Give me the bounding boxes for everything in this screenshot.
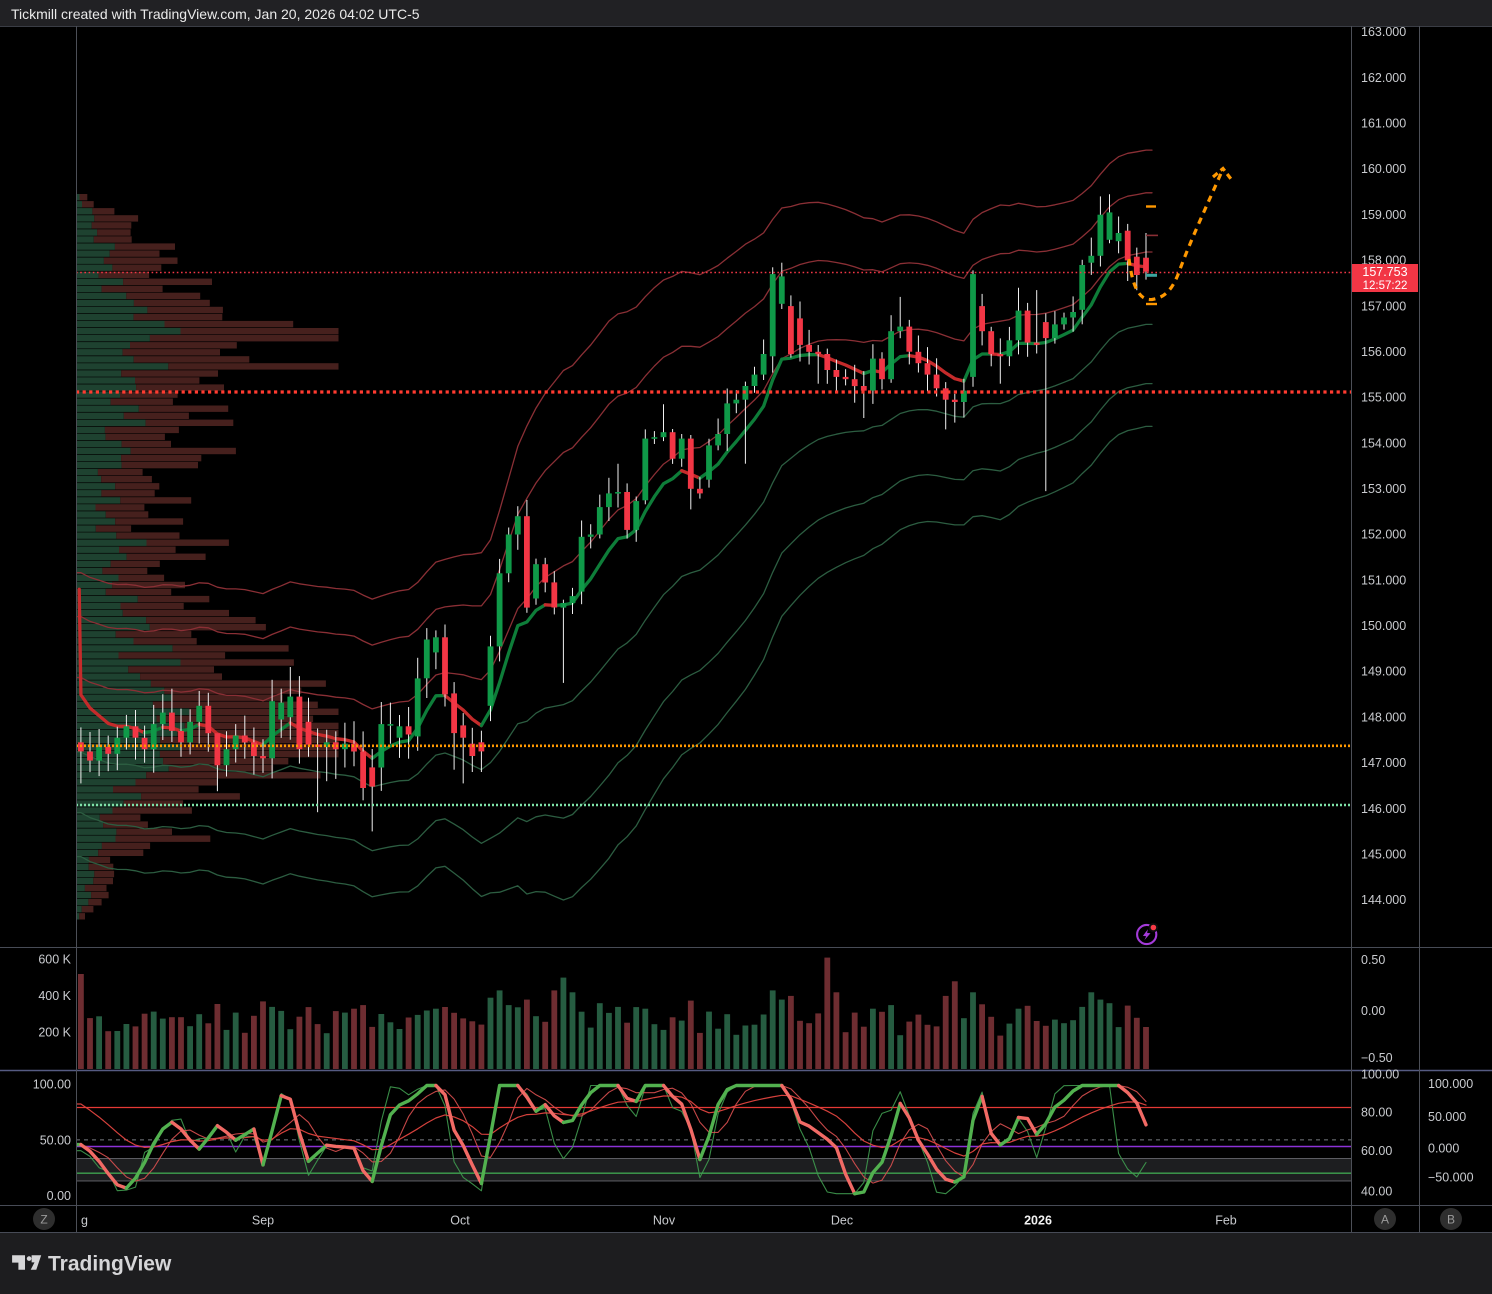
svg-text:156.000: 156.000 xyxy=(1361,345,1406,359)
svg-text:−0.50: −0.50 xyxy=(1361,1051,1393,1065)
svg-text:40.00: 40.00 xyxy=(1361,1185,1392,1199)
svg-text:600 K: 600 K xyxy=(38,952,71,966)
svg-text:400 K: 400 K xyxy=(38,989,71,1003)
svg-text:100.000: 100.000 xyxy=(1428,1077,1473,1091)
svg-text:147.000: 147.000 xyxy=(1361,756,1406,770)
svg-text:154.000: 154.000 xyxy=(1361,436,1406,450)
svg-text:146.000: 146.000 xyxy=(1361,802,1406,816)
svg-text:148.000: 148.000 xyxy=(1361,710,1406,724)
svg-text:159.000: 159.000 xyxy=(1361,208,1406,222)
svg-text:157.753: 157.753 xyxy=(1362,265,1407,279)
svg-text:−50.000: −50.000 xyxy=(1428,1171,1474,1185)
svg-text:Dec: Dec xyxy=(831,1214,853,1228)
svg-text:A: A xyxy=(1381,1213,1389,1227)
svg-text:149.000: 149.000 xyxy=(1361,665,1406,679)
svg-text:Feb: Feb xyxy=(1215,1214,1237,1228)
svg-text:0.50: 0.50 xyxy=(1361,953,1385,967)
svg-text:200 K: 200 K xyxy=(38,1026,71,1040)
svg-text:155.000: 155.000 xyxy=(1361,391,1406,405)
svg-text:Nov: Nov xyxy=(653,1214,676,1228)
svg-text:50.00: 50.00 xyxy=(40,1133,71,1147)
svg-text:Oct: Oct xyxy=(450,1214,470,1228)
svg-text:160.000: 160.000 xyxy=(1361,162,1406,176)
svg-text:12:57:22: 12:57:22 xyxy=(1363,280,1408,292)
svg-text:162.000: 162.000 xyxy=(1361,71,1406,85)
svg-text:B: B xyxy=(1447,1213,1455,1227)
svg-text:152.000: 152.000 xyxy=(1361,528,1406,542)
svg-text:2026: 2026 xyxy=(1024,1214,1052,1228)
svg-text:145.000: 145.000 xyxy=(1361,847,1406,861)
svg-text:50.000: 50.000 xyxy=(1428,1110,1466,1124)
svg-text:g: g xyxy=(81,1214,88,1228)
svg-text:60.00: 60.00 xyxy=(1361,1144,1392,1158)
svg-text:163.000: 163.000 xyxy=(1361,25,1406,39)
svg-text:153.000: 153.000 xyxy=(1361,482,1406,496)
svg-text:0.00: 0.00 xyxy=(1361,1004,1385,1018)
svg-text:157.000: 157.000 xyxy=(1361,299,1406,313)
svg-text:TradingView: TradingView xyxy=(48,1253,172,1276)
svg-text:150.000: 150.000 xyxy=(1361,619,1406,633)
svg-text:0.000: 0.000 xyxy=(1428,1142,1459,1156)
svg-text:Sep: Sep xyxy=(252,1214,274,1228)
svg-text:144.000: 144.000 xyxy=(1361,893,1406,907)
svg-text:Z: Z xyxy=(40,1213,47,1227)
svg-text:151.000: 151.000 xyxy=(1361,573,1406,587)
svg-text:0.00: 0.00 xyxy=(47,1189,71,1203)
svg-text:100.00: 100.00 xyxy=(33,1077,71,1091)
svg-text:161.000: 161.000 xyxy=(1361,117,1406,131)
svg-text:100.00: 100.00 xyxy=(1361,1068,1399,1082)
svg-text:80.00: 80.00 xyxy=(1361,1106,1392,1120)
